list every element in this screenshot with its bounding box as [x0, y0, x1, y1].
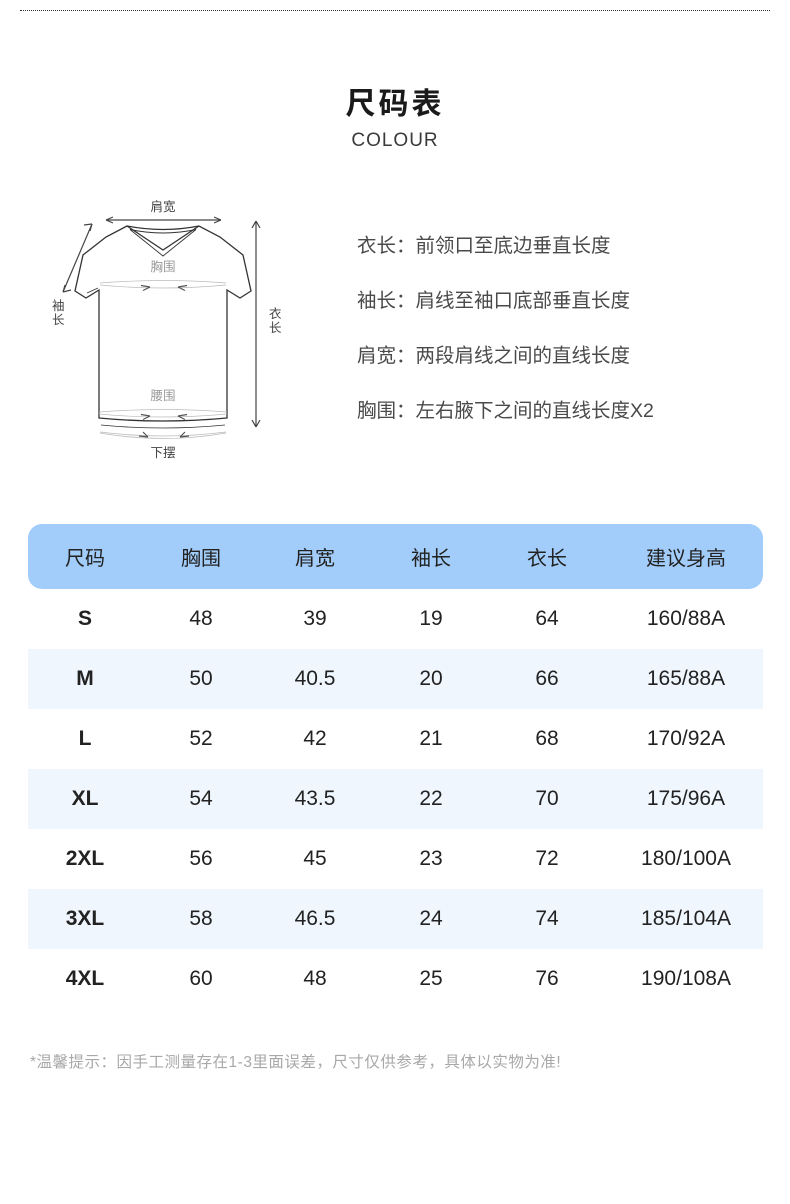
- svg-text:下摆: 下摆: [150, 446, 175, 460]
- svg-text:肩宽: 肩宽: [150, 199, 175, 214]
- svg-text:胸围: 胸围: [150, 259, 175, 274]
- svg-text:腰围: 腰围: [150, 389, 175, 403]
- svg-text:袖长: 袖长: [52, 298, 65, 327]
- svg-text:衣长: 衣长: [269, 306, 282, 335]
